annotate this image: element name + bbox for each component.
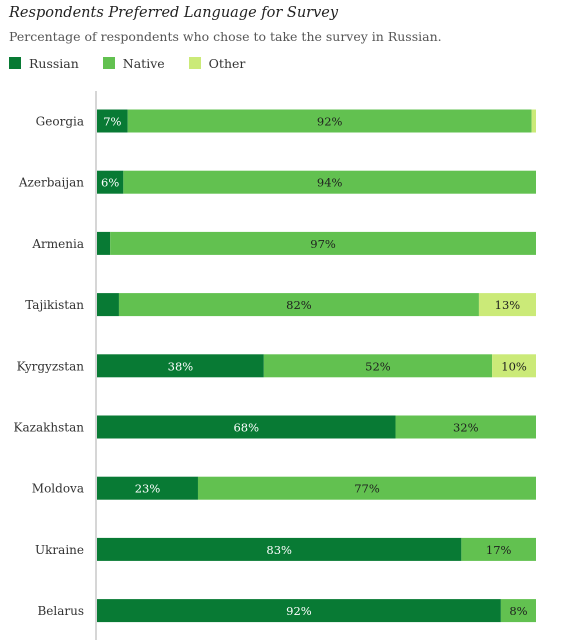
data-label-native-azerbaijan: 94% bbox=[317, 176, 343, 190]
data-label-other-kyrgyzstan: 10% bbox=[501, 359, 527, 373]
legend-swatch-native bbox=[102, 57, 115, 69]
category-label-kazakhstan: Kazakhstan bbox=[14, 421, 85, 435]
bar-native-azerbaijan bbox=[123, 170, 536, 194]
category-label-armenia: Armenia bbox=[31, 237, 84, 251]
category-label-kyrgyzstan: Kyrgyzstan bbox=[17, 359, 85, 373]
bar-other-georgia bbox=[531, 109, 536, 133]
legend-label-russian: Russian bbox=[29, 55, 79, 71]
bar-russian-tajikistan bbox=[97, 293, 119, 317]
bar-russian-azerbaijan bbox=[97, 170, 124, 194]
bar-other-tajikistan bbox=[478, 293, 536, 317]
bar-native-armenia bbox=[110, 231, 537, 255]
chart-legend: Russian Native Other bbox=[9, 55, 269, 71]
bar-native-kazakhstan bbox=[395, 415, 536, 439]
bar-russian-ukraine bbox=[97, 537, 462, 561]
data-label-native-tajikistan: 82% bbox=[286, 298, 312, 312]
bar-native-belarus bbox=[500, 599, 536, 623]
bar-russian-armenia bbox=[97, 231, 111, 255]
category-label-belarus: Belarus bbox=[37, 604, 84, 618]
data-label-russian-ukraine: 83% bbox=[266, 543, 292, 557]
category-label-moldova: Moldova bbox=[32, 482, 84, 496]
bar-russian-moldova bbox=[97, 476, 198, 500]
legend-label-native: Native bbox=[122, 55, 165, 71]
data-label-native-ukraine: 17% bbox=[486, 543, 512, 557]
category-label-tajikistan: Tajikistan bbox=[25, 298, 84, 312]
legend-item-russian: Russian bbox=[9, 56, 79, 71]
legend-label-other: Other bbox=[208, 55, 246, 71]
data-label-other-tajikistan: 13% bbox=[495, 298, 521, 312]
bar-russian-belarus bbox=[97, 599, 501, 623]
data-label-native-kyrgyzstan: 52% bbox=[365, 359, 391, 373]
bar-native-georgia bbox=[127, 109, 532, 133]
bar-russian-georgia bbox=[97, 109, 128, 133]
data-label-native-moldova: 77% bbox=[354, 482, 380, 496]
bar-russian-kazakhstan bbox=[97, 415, 396, 439]
category-label-georgia: Georgia bbox=[36, 115, 84, 129]
bar-other-kyrgyzstan bbox=[492, 354, 536, 378]
data-label-russian-kyrgyzstan: 38% bbox=[168, 359, 194, 373]
category-label-azerbaijan: Azerbaijan bbox=[18, 176, 84, 190]
data-label-native-kazakhstan: 32% bbox=[453, 421, 479, 435]
category-label-ukraine: Ukraine bbox=[35, 543, 84, 557]
bar-native-moldova bbox=[197, 476, 536, 500]
data-label-russian-belarus: 92% bbox=[286, 604, 312, 618]
bar-russian-kyrgyzstan bbox=[97, 354, 264, 378]
legend-swatch-other bbox=[188, 57, 201, 69]
bar-native-ukraine bbox=[461, 537, 536, 561]
legend-item-other: Other bbox=[188, 55, 246, 71]
data-label-native-armenia: 97% bbox=[310, 237, 336, 251]
bar-native-tajikistan bbox=[118, 293, 479, 317]
chart-title: Respondents Preferred Language for Surve… bbox=[9, 5, 339, 21]
legend-swatch-russian bbox=[9, 57, 21, 69]
data-label-russian-georgia: 7% bbox=[103, 115, 121, 129]
chart-subtitle: Percentage of respondents who chose to t… bbox=[9, 29, 442, 44]
data-label-native-belarus: 8% bbox=[509, 604, 527, 618]
data-label-russian-moldova: 23% bbox=[135, 482, 161, 496]
data-label-russian-kazakhstan: 68% bbox=[233, 421, 259, 435]
data-label-native-georgia: 92% bbox=[317, 115, 343, 129]
data-label-russian-azerbaijan: 6% bbox=[101, 176, 119, 190]
legend-item-native: Native bbox=[102, 55, 165, 71]
bar-native-kyrgyzstan bbox=[263, 354, 493, 378]
